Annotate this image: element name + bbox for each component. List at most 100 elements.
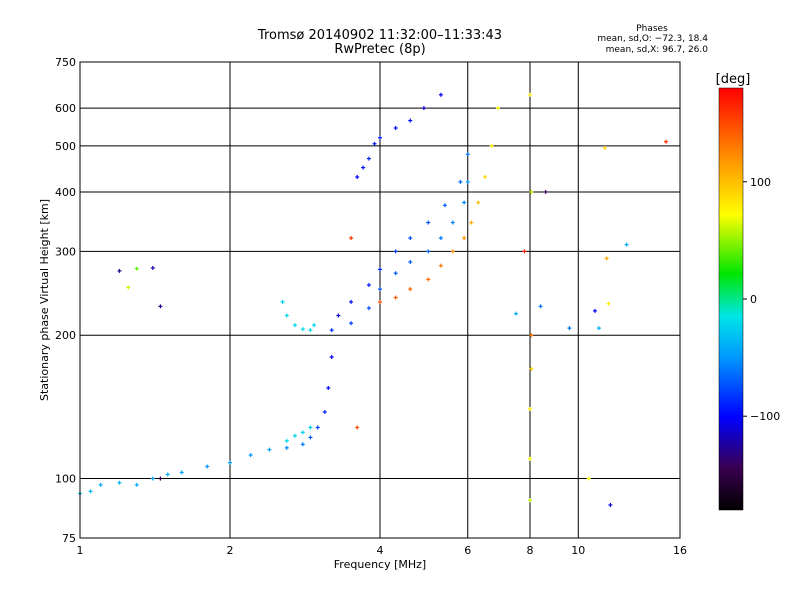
data-point <box>322 409 327 414</box>
data-point <box>308 435 313 440</box>
data-point <box>134 266 139 271</box>
data-point <box>438 92 443 97</box>
data-point <box>529 366 534 371</box>
colorbar-tick-label: −100 <box>750 410 780 423</box>
data-point <box>543 189 548 194</box>
data-point <box>450 220 455 225</box>
data-point <box>372 141 377 146</box>
data-points <box>78 92 669 507</box>
data-point <box>134 482 139 487</box>
chart-subtitle: RwPretec (8p) <box>334 42 425 57</box>
data-point <box>349 321 354 326</box>
x-tick-label: 6 <box>464 544 471 557</box>
data-point <box>567 326 572 331</box>
data-point <box>126 285 131 290</box>
plot-frame <box>79 61 681 539</box>
data-point <box>426 277 431 282</box>
data-point <box>408 236 413 241</box>
data-point <box>408 260 413 265</box>
data-point <box>529 189 534 194</box>
x-tick-label: 8 <box>527 544 534 557</box>
data-point <box>366 306 371 311</box>
data-point <box>300 442 305 447</box>
phase-stats-o: mean, sd,O: −72.3, 18.4 <box>597 34 708 44</box>
data-point <box>592 308 597 313</box>
data-point <box>366 156 371 161</box>
data-point <box>117 268 122 273</box>
data-point <box>158 476 163 481</box>
data-point <box>393 126 398 131</box>
y-tick-label: 500 <box>55 140 76 153</box>
data-point <box>284 313 289 318</box>
data-point <box>329 328 334 333</box>
data-point <box>489 143 494 148</box>
data-point <box>315 425 320 430</box>
y-tick-label: 750 <box>55 56 76 69</box>
data-point <box>349 236 354 241</box>
data-point <box>98 482 103 487</box>
data-point <box>606 301 611 306</box>
data-point <box>312 323 317 328</box>
data-point <box>280 299 285 304</box>
data-point <box>528 406 532 411</box>
data-point <box>88 489 93 494</box>
data-point <box>158 304 163 309</box>
data-point <box>150 265 155 270</box>
data-point <box>624 242 629 247</box>
data-point <box>426 249 431 254</box>
data-point <box>179 470 184 475</box>
grid-lines <box>80 62 680 538</box>
data-point <box>596 326 601 331</box>
data-point <box>284 438 289 443</box>
data-point <box>450 249 455 254</box>
data-point <box>267 447 272 452</box>
data-point <box>438 236 443 241</box>
x-axis-label: Frequency [MHz] <box>334 558 426 571</box>
data-point <box>366 283 371 288</box>
data-point <box>528 456 532 461</box>
data-point <box>248 453 253 458</box>
data-point <box>378 287 382 292</box>
data-point <box>349 299 354 304</box>
data-point <box>355 425 360 430</box>
data-point <box>336 313 341 318</box>
data-point <box>426 220 431 225</box>
data-point <box>393 271 398 276</box>
data-point <box>292 433 297 438</box>
data-point <box>355 174 360 179</box>
data-point <box>408 287 413 292</box>
data-point <box>292 323 297 328</box>
colorbar-ticks: 100 0 −100 <box>743 176 780 423</box>
x-tick-label: 16 <box>673 544 687 557</box>
data-point <box>442 203 447 208</box>
data-point <box>586 476 591 481</box>
x-tick-label: 4 <box>377 544 384 557</box>
data-point <box>117 480 122 485</box>
data-point <box>438 263 443 268</box>
data-point <box>421 106 426 111</box>
y-tick-label: 100 <box>55 473 76 486</box>
data-point <box>483 174 488 179</box>
data-point <box>602 145 607 150</box>
data-point <box>462 236 467 241</box>
data-point <box>393 249 398 254</box>
data-point <box>529 333 534 338</box>
data-point <box>393 295 398 300</box>
colorbar-label: [deg] <box>716 72 751 87</box>
data-point <box>378 299 382 304</box>
y-tick-label: 300 <box>55 245 76 258</box>
data-point <box>458 179 463 184</box>
data-point <box>150 476 155 481</box>
y-tick-label: 200 <box>55 329 76 342</box>
data-point <box>469 220 474 225</box>
data-point <box>205 464 210 469</box>
data-point <box>604 256 609 261</box>
data-point <box>378 135 382 140</box>
data-point <box>608 502 613 507</box>
data-point <box>538 304 543 309</box>
data-point <box>284 445 289 450</box>
y-axis-label: Stationary phase Virtual Height [km] <box>38 199 51 401</box>
data-point <box>528 92 532 97</box>
data-point <box>361 165 366 170</box>
